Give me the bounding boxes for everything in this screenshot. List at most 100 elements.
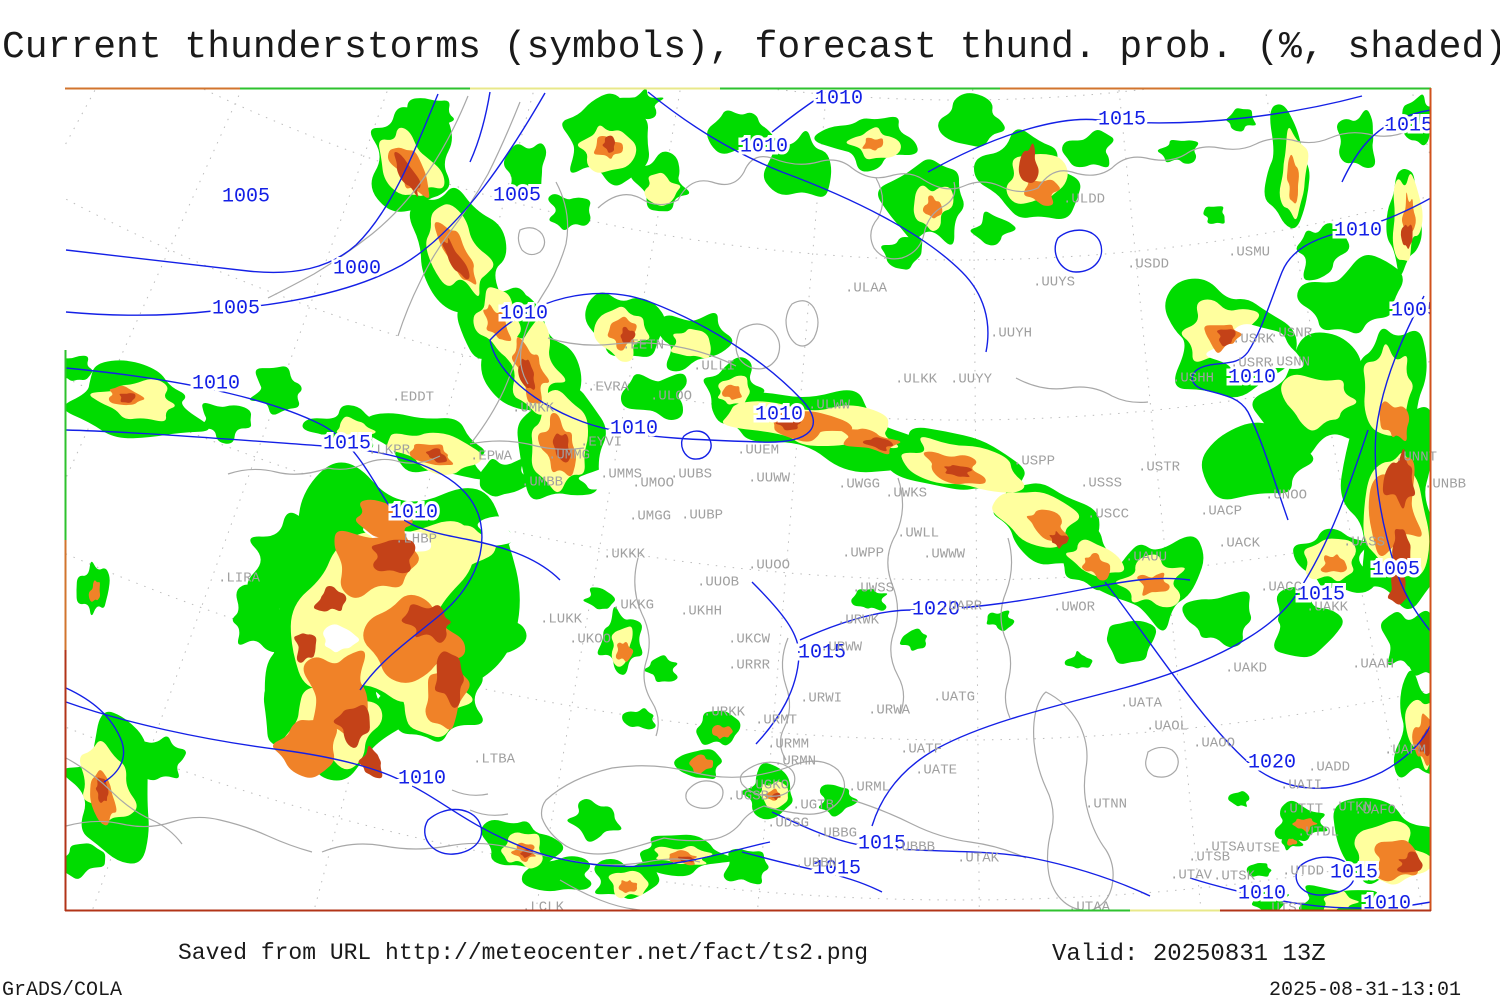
prob-shade-low [1062, 129, 1114, 168]
station-id-label: .LCLK [522, 900, 565, 916]
isobar-value-label: 1005 [1391, 299, 1439, 322]
prob-shade-extreme [313, 585, 347, 612]
prob-shade-extreme [1397, 851, 1423, 873]
prob-shade-low [1182, 591, 1252, 648]
station-id-label: .UAUU [1125, 550, 1167, 566]
isobar-line [65, 429, 483, 691]
prob-shade-extreme [1400, 224, 1413, 249]
isobar-value-label: 1015 [858, 832, 906, 855]
prob-shade-extreme [1382, 449, 1416, 509]
station-id-label: .URMT [755, 713, 797, 729]
station-id-label: .UAFO [1354, 803, 1396, 819]
prob-shade-high [922, 195, 943, 219]
station-labels: .EDDT .LKPR .EPWA .LIRA .LHBP .LUKK .LTBA .LCLK… [218, 192, 1466, 917]
station-id-label: .UBBN [795, 856, 837, 872]
coastline [397, 101, 521, 337]
coastline [634, 557, 659, 737]
prob-shade-low [643, 655, 678, 683]
coastline [471, 335, 525, 443]
station-id-label: .UMKK [512, 401, 555, 417]
isobar-line [424, 808, 483, 855]
station-id-label: .UMMS [600, 467, 642, 483]
station-id-label: .ULWW [808, 398, 851, 414]
station-id-label: .UACK [1218, 536, 1261, 552]
station-id-label: .UUBS [670, 467, 712, 483]
prob-shade-low [232, 584, 297, 653]
coastline [517, 227, 546, 256]
isobar-value-label: 1010 [1363, 892, 1411, 915]
prob-shade-low [851, 588, 888, 611]
station-id-label: .UMMG [548, 448, 590, 464]
isobar-line [771, 811, 1151, 897]
meridian-line [972, 88, 980, 911]
isobar-value-label: 1010 [755, 403, 803, 426]
prob-shade-high [689, 754, 714, 775]
station-id-label: .UATA [1120, 696, 1163, 712]
coastline [1145, 746, 1179, 778]
isobar-value-label: 1020 [912, 598, 960, 621]
isobar-value-label: 1020 [1248, 751, 1296, 774]
station-id-label: .EETN [622, 338, 664, 354]
isobar-value-label: 1010 [398, 767, 446, 790]
prob-shade-extreme [944, 465, 972, 478]
station-id-label: .UAII [1280, 778, 1322, 794]
prob-shade-high [722, 384, 742, 400]
station-id-label: .URMN [774, 754, 816, 770]
coastline [685, 780, 724, 809]
isobar-line [65, 367, 561, 581]
prob-shade-gap [520, 604, 577, 633]
station-id-label: .USRR [1230, 356, 1273, 372]
station-id-label: .UNNT [1395, 450, 1437, 466]
station-id-label: .UAKK [1306, 600, 1349, 616]
prob-shade-low [1297, 254, 1403, 334]
station-id-label: .UMBB [521, 475, 563, 491]
station-id-label: .UADD [1308, 760, 1350, 776]
prob-shade-extreme [95, 777, 109, 803]
prob-shade-extreme [394, 151, 421, 197]
isobar-value-label: 1010 [192, 372, 240, 395]
prob-shade-extreme [333, 705, 370, 748]
station-id-label: .UAFM [1384, 743, 1426, 759]
coastline [451, 789, 509, 816]
station-id-label: .UMGG [629, 509, 671, 525]
station-id-label: .ULDD [1063, 192, 1105, 208]
station-id-label: .UDSG [767, 816, 809, 832]
isobar-line [489, 292, 814, 443]
prob-shade-low [521, 856, 592, 892]
station-id-label: .URWK [837, 613, 880, 629]
station-id-label: .ULOO [650, 389, 692, 405]
prob-shade-low [247, 512, 344, 609]
isobar-line [680, 430, 712, 460]
station-id-label: .UTDD [1282, 864, 1324, 880]
station-id-label: .UTSA [1203, 840, 1246, 856]
coastline [227, 455, 441, 475]
station-id-label: .UATF [900, 742, 942, 758]
prob-shade-extreme [434, 651, 464, 708]
prob-shade-low [1106, 620, 1157, 664]
station-id-label: .UTAK [957, 851, 1000, 867]
station-id-label: .URWW [820, 640, 863, 656]
coastline [851, 799, 1027, 859]
station-id-label: .ULAA [845, 281, 888, 297]
isobar-line [1295, 856, 1355, 896]
isobar-value-label: 1010 [740, 135, 788, 158]
prob-shade-low [707, 110, 777, 154]
isobar-line [927, 95, 1363, 173]
prob-shade-extreme [294, 633, 317, 663]
prob-shade-gap [578, 464, 637, 491]
isobar-value-label: 1010 [1228, 366, 1276, 389]
station-id-label: .UATG [933, 690, 975, 706]
coastline [785, 300, 819, 347]
prob-shade-low [249, 366, 302, 415]
prob-shade-low [970, 211, 1016, 246]
coastline [597, 121, 1431, 209]
prob-shade-extreme [1392, 528, 1411, 569]
isobar-value-label: 1010 [390, 501, 438, 524]
station-id-label: .LUKK [540, 612, 583, 628]
station-id-label: .UGSB [727, 789, 769, 805]
station-id-label: .UAKD [1225, 661, 1267, 677]
isobar-value-label: 1000 [333, 257, 381, 280]
station-id-label: .URKK [703, 705, 746, 721]
